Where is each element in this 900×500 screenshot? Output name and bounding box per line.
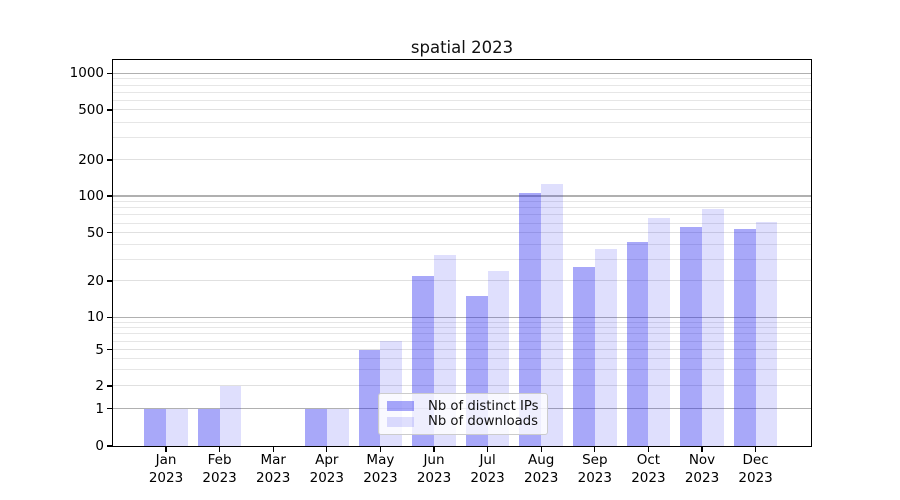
x-tick-label: May 2023 [338, 452, 422, 487]
x-tick-mark [433, 447, 435, 452]
x-tick-label: Feb 2023 [178, 452, 262, 487]
x-tick-year: 2023 [631, 469, 666, 486]
x-tick-month: Feb [207, 452, 232, 468]
x-tick-mark [218, 447, 221, 452]
x-tick-mark [647, 447, 650, 452]
x-tick-mark [486, 447, 489, 452]
x-tick-mark [540, 447, 542, 452]
x-tick-month: Sep [582, 452, 608, 468]
x-tick-mark [165, 447, 167, 452]
x-tick-year: 2023 [738, 469, 773, 486]
y-tick-label: 5 [95, 341, 104, 358]
x-tick-month: Jan [155, 452, 177, 468]
y-tick-label: 0 [95, 438, 104, 454]
x-tick-label: Jan 2023 [124, 452, 208, 487]
x-tick-year: 2023 [148, 469, 184, 486]
x-tick-label: Dec 2023 [714, 452, 798, 487]
x-tick-label: Jun 2023 [392, 452, 476, 487]
x-tick-year: 2023 [202, 469, 237, 486]
x-tick-mark [594, 447, 596, 452]
x-tick-mark [701, 447, 703, 452]
legend: Nb of distinct IPs Nb of downloads [378, 393, 548, 435]
y-tick-label: 1 [95, 400, 104, 417]
x-tick-month: Mar [260, 452, 286, 468]
x-tick-mark [272, 447, 274, 452]
x-tick-label: Mar 2023 [231, 452, 315, 487]
chart-title: spatial 2023 [410, 38, 514, 57]
x-tick-label: Sep 2023 [553, 452, 637, 487]
legend-label-distinct-ips: Nb of distinct IPs [428, 398, 539, 414]
x-tick-month: Oct [636, 452, 661, 468]
x-tick-label: Nov 2023 [660, 452, 744, 487]
y-tick-label: 500 [78, 101, 104, 118]
plot-frame [112, 59, 812, 447]
x-tick-year: 2023 [416, 469, 452, 486]
x-tick-year: 2023 [577, 469, 612, 486]
x-tick-month: May [366, 452, 395, 468]
x-tick-year: 2023 [363, 469, 398, 486]
x-tick-year: 2023 [256, 469, 291, 486]
x-tick-month: Jul [479, 452, 496, 468]
x-tick-year: 2023 [470, 469, 505, 486]
x-tick-label: Aug 2023 [499, 452, 583, 487]
y-tick-label: 200 [78, 152, 104, 168]
y-tick-label: 10 [86, 309, 104, 326]
y-tick-label: 1000 [69, 65, 104, 82]
x-tick-label: Jul 2023 [446, 452, 530, 487]
legend-item-distinct-ips: Nb of distinct IPs [387, 399, 539, 414]
x-tick-mark [754, 447, 757, 452]
y-tick-label: 2 [95, 378, 104, 394]
x-tick-month: Apr [315, 452, 339, 468]
x-tick-year: 2023 [684, 469, 720, 486]
y-tick-label: 20 [86, 272, 104, 289]
x-tick-mark [326, 447, 328, 452]
legend-swatch-distinct-ips [387, 401, 414, 411]
y-tick-label: 100 [78, 187, 104, 204]
x-tick-month: Aug [528, 452, 555, 468]
legend-swatch-downloads [387, 417, 414, 427]
legend-item-downloads: Nb of downloads [387, 414, 539, 429]
x-tick-label: Oct 2023 [606, 452, 690, 487]
x-tick-month: Jun [423, 452, 445, 468]
x-tick-year: 2023 [309, 469, 344, 486]
x-tick-month: Nov [688, 452, 716, 468]
legend-label-downloads: Nb of downloads [428, 414, 538, 430]
y-tick-label: 50 [86, 224, 104, 241]
x-tick-mark [379, 447, 382, 452]
x-tick-label: Apr 2023 [285, 452, 369, 487]
x-tick-month: Dec [742, 452, 769, 468]
x-tick-year: 2023 [524, 469, 559, 486]
